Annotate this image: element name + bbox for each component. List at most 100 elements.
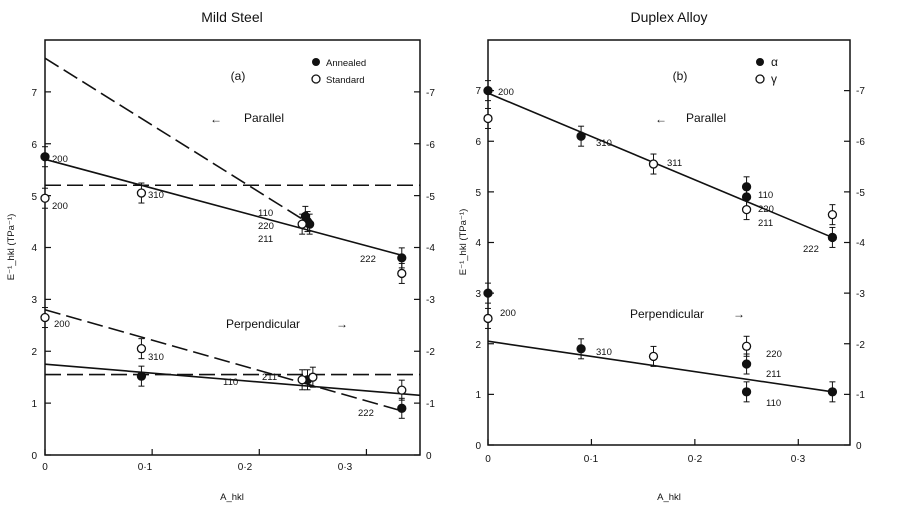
- y-right-tick-0: 0: [856, 441, 862, 452]
- hkl-label: 211: [262, 372, 277, 383]
- hkl-label: 200: [54, 319, 70, 330]
- data-point-filled: [40, 152, 50, 162]
- panel-label: (b): [673, 69, 688, 83]
- x-tick-0: 0: [42, 462, 48, 473]
- fit-line-dashed: [44, 57, 303, 220]
- y-right-tick-1: -1: [426, 399, 435, 410]
- data-point-filled: [483, 85, 493, 96]
- hkl-label: 311: [667, 158, 682, 169]
- panel-duplex-alloy: Duplex Alloy (b) α γ ← Parallel Perpendi…: [458, 9, 865, 503]
- chart-title: Mild Steel: [201, 9, 262, 25]
- perpendicular-label: Perpendicular: [226, 317, 300, 331]
- perpendicular-arrow: →: [336, 317, 348, 331]
- data-point-open: [136, 344, 147, 354]
- parallel-label: Parallel: [686, 111, 726, 125]
- data-point-open: [483, 313, 493, 324]
- data-point-open: [136, 188, 147, 198]
- data-point-open: [397, 268, 407, 279]
- data-point-filled: [397, 403, 407, 413]
- data-point-filled: [397, 253, 407, 263]
- data-point-open: [308, 372, 318, 382]
- data-point-filled: [741, 359, 752, 369]
- y-right-tick-6: -6: [426, 140, 435, 151]
- hkl-label: 200: [500, 308, 516, 319]
- legend-marker-filled: [312, 58, 320, 66]
- legend-marker-open: [755, 74, 765, 84]
- hkl-label: 310: [596, 138, 612, 149]
- plot-frame: [44, 39, 421, 456]
- hkl-label: 222: [358, 408, 374, 419]
- data-point-open: [297, 375, 307, 385]
- data-point-filled: [576, 131, 586, 141]
- y-tick-1: 1: [31, 399, 37, 410]
- hkl-label: 200: [52, 201, 68, 212]
- hkl-label: 211: [766, 369, 781, 380]
- hkl-label: 200: [52, 154, 68, 165]
- hkl-label: 110: [758, 190, 773, 201]
- y-right-tick-6: -6: [856, 137, 865, 148]
- y-tick-2: 2: [31, 347, 37, 358]
- x-tick-3: 0·3: [791, 454, 806, 465]
- legend-label-gamma: γ: [771, 72, 777, 86]
- x-tick-1: 0·1: [584, 454, 599, 465]
- y-tick-2: 2: [475, 340, 481, 351]
- data-point-filled: [576, 344, 586, 354]
- hkl-label: 310: [596, 347, 612, 358]
- data-point-open: [648, 159, 659, 169]
- y-tick-4: 4: [31, 243, 37, 254]
- data-point-open: [297, 219, 307, 229]
- fit-line-solid: [487, 340, 833, 393]
- parallel-arrow: ←: [210, 112, 222, 126]
- y-right-tick-7: -7: [856, 86, 865, 97]
- hkl-label: 220: [766, 349, 782, 360]
- y-tick-5: 5: [475, 188, 481, 199]
- data-point-open: [397, 385, 407, 395]
- fit-line-solid: [487, 92, 833, 239]
- y-tick-7: 7: [475, 86, 481, 97]
- y-tick-7: 7: [31, 88, 37, 99]
- data-point-open: [741, 341, 752, 351]
- y-tick-4: 4: [475, 238, 481, 249]
- hkl-label: 110: [766, 398, 781, 409]
- x-tick-2: 0·2: [238, 462, 253, 473]
- y-axis-label: E⁻¹_hkl (TPa⁻¹): [458, 209, 469, 276]
- x-tick-2: 0·2: [688, 454, 703, 465]
- data-point-filled: [304, 219, 315, 229]
- y-right-tick-3: -3: [426, 295, 435, 306]
- data-point-open: [741, 204, 752, 215]
- plot-frame: [487, 39, 851, 446]
- hkl-label: 220: [258, 221, 274, 232]
- hkl-label: 222: [360, 254, 376, 265]
- legend-marker-open: [311, 74, 321, 84]
- data-point-open: [483, 113, 493, 124]
- panel-label: (a): [231, 69, 246, 83]
- x-tick-1: 0·1: [138, 462, 153, 473]
- data-point-open: [40, 193, 50, 203]
- fit-line-dashed: [44, 308, 403, 412]
- y-right-tick-3: -3: [856, 289, 865, 300]
- data-point-filled: [483, 288, 493, 298]
- perpendicular-label: Perpendicular: [630, 307, 704, 321]
- y-right-tick-7: -7: [426, 88, 435, 99]
- data-point-filled: [827, 387, 838, 397]
- data-point-open: [40, 312, 50, 323]
- legend-label-standard: Standard: [326, 75, 365, 86]
- hkl-label: 200: [498, 87, 514, 98]
- hkl-label: 211: [758, 218, 773, 229]
- x-tick-0: 0: [485, 454, 491, 465]
- y-right-tick-1: -1: [856, 390, 865, 401]
- y-right-tick-2: -2: [856, 340, 865, 351]
- parallel-arrow: ←: [655, 112, 667, 126]
- y-tick-6: 6: [475, 137, 481, 148]
- hkl-label: 310: [148, 352, 164, 363]
- data-point-open: [648, 351, 659, 362]
- y-tick-3: 3: [475, 289, 481, 300]
- legend-label-annealed: Annealed: [326, 58, 366, 69]
- hkl-label: 211: [258, 234, 273, 245]
- parallel-label: Parallel: [244, 111, 284, 125]
- legend-label-alpha: α: [771, 55, 778, 69]
- y-tick-6: 6: [31, 140, 37, 151]
- hkl-label: 222: [803, 244, 819, 255]
- perpendicular-arrow: →: [733, 307, 745, 321]
